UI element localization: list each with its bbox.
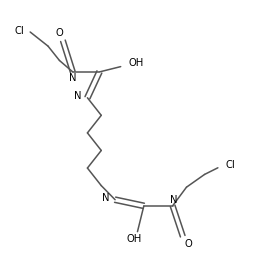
Text: Cl: Cl	[15, 26, 24, 36]
Text: O: O	[56, 28, 63, 38]
Text: N: N	[102, 193, 109, 203]
Text: N: N	[69, 73, 76, 83]
Text: OH: OH	[128, 58, 144, 68]
Text: Cl: Cl	[225, 160, 235, 170]
Text: OH: OH	[127, 234, 142, 244]
Text: N: N	[74, 91, 82, 101]
Text: N: N	[170, 195, 178, 205]
Text: O: O	[185, 239, 192, 249]
